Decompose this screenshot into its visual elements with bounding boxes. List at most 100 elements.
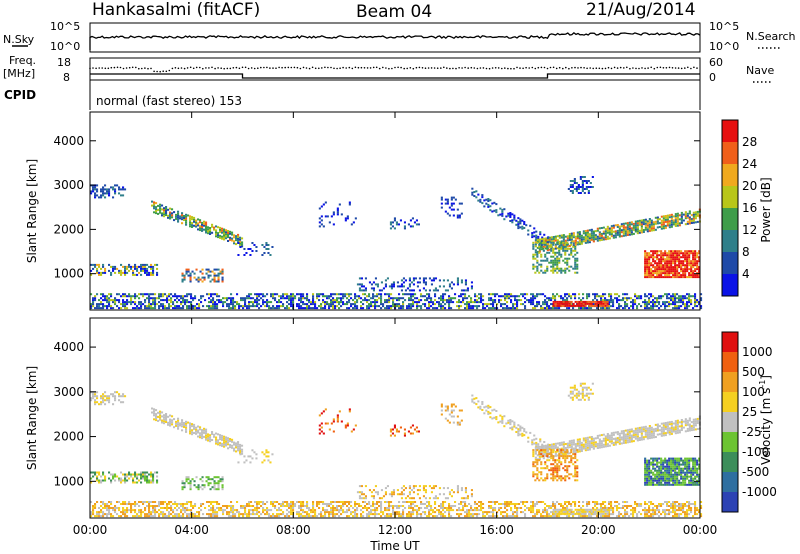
power-cell: [422, 281, 425, 284]
power-cell: [664, 268, 667, 271]
power-cell: [409, 219, 412, 222]
power-cell: [662, 225, 665, 228]
power-cell: [616, 226, 619, 228]
power-cell: [402, 303, 405, 306]
power-cell: [666, 274, 669, 277]
power-cell: [140, 305, 143, 308]
power-cell: [170, 299, 173, 302]
power-cell: [326, 303, 329, 306]
nave-point: [229, 67, 232, 70]
power-cell: [201, 227, 204, 230]
power-cell: [544, 269, 547, 272]
power-cell: [654, 276, 657, 279]
power-cell: [213, 280, 216, 283]
velocity-cell: [230, 505, 233, 507]
velocity-cell: [618, 507, 621, 509]
velocity-cell: [120, 401, 123, 404]
power-cell: [580, 236, 583, 239]
velocity-cell: [198, 511, 201, 514]
power-cell: [568, 257, 571, 260]
power-cell: [182, 299, 185, 302]
power-cell: [548, 261, 551, 264]
power-cell: [688, 254, 691, 257]
velocity-cell: [116, 507, 119, 509]
velocity-cell: [132, 503, 135, 505]
power-cell: [692, 211, 695, 214]
velocity-cell: [92, 397, 95, 400]
power-cell: [191, 216, 194, 219]
power-cell: [578, 293, 581, 296]
power-cell: [622, 307, 625, 310]
power-cell: [575, 186, 578, 188]
velocity-cell: [688, 507, 691, 509]
power-cell: [488, 303, 491, 306]
power-cell: [228, 303, 231, 306]
power-cell: [354, 307, 357, 310]
power-cell: [524, 293, 527, 296]
power-cell: [90, 293, 93, 296]
power-cell: [264, 301, 267, 304]
power-cell: [260, 305, 263, 308]
power-cell: [366, 301, 369, 304]
power-cell: [494, 295, 497, 298]
power-cell: [261, 244, 264, 246]
power-cell: [630, 223, 633, 226]
power-cell: [596, 239, 599, 242]
velocity-cell: [234, 513, 237, 516]
nave-point: [507, 67, 509, 70]
power-cell: [219, 230, 222, 233]
power-cell: [214, 301, 217, 304]
velocity-cell: [470, 509, 473, 512]
velocity-cell: [122, 511, 125, 514]
power-cell: [686, 307, 689, 310]
power-cell: [570, 303, 573, 306]
power-cell: [650, 219, 653, 222]
power-cell: [144, 299, 147, 302]
power-cell: [252, 303, 255, 306]
power-cell: [604, 293, 607, 296]
power-cell: [534, 305, 537, 308]
power-cell: [688, 218, 691, 221]
power-cell: [503, 208, 506, 211]
power-cell: [569, 190, 572, 192]
velocity-cell: [442, 505, 445, 507]
velocity-cell: [532, 501, 535, 503]
velocity-cell: [328, 511, 331, 514]
power-cell: [650, 293, 653, 296]
power-cell: [644, 260, 647, 263]
velocity-cell: [658, 505, 661, 507]
power-cell: [318, 225, 321, 228]
power-cell: [304, 307, 307, 310]
power-cell: [582, 297, 585, 300]
power-cell: [670, 225, 673, 228]
velocity-cell: [160, 513, 163, 516]
power-cell: [509, 212, 512, 214]
velocity-cell: [152, 507, 155, 509]
power-cell: [238, 305, 241, 308]
velocity-cell: [182, 515, 185, 518]
power-cell: [318, 305, 321, 308]
power-cell: [616, 293, 619, 296]
power-cell: [596, 295, 599, 298]
power-cell: [652, 260, 655, 263]
velocity-cell: [444, 511, 447, 514]
power-cell: [432, 277, 435, 280]
velocity-cell: [300, 509, 303, 512]
power-cell: [630, 227, 633, 230]
velocity-cell: [532, 503, 535, 505]
velocity-cell: [142, 511, 145, 514]
power-cell: [502, 295, 505, 298]
power-cell: [213, 228, 216, 231]
power-cell: [384, 307, 387, 310]
velocity-cell: [94, 401, 97, 404]
power-cell: [262, 301, 265, 304]
power-cell: [517, 225, 520, 228]
velocity-cell: [306, 513, 309, 516]
power-cell: [492, 301, 495, 304]
power-cell: [491, 210, 494, 213]
power-cell: [604, 238, 607, 241]
velocity-cell: [104, 395, 107, 398]
nave-point: [345, 67, 348, 69]
power-cell: [376, 285, 379, 288]
